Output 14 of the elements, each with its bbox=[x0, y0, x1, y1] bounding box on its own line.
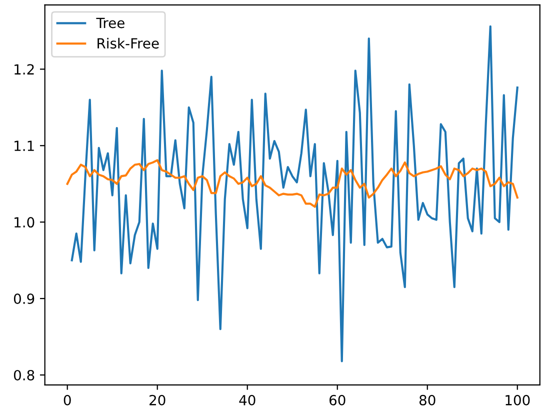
y-tick-label: 1.0 bbox=[14, 217, 34, 228]
y-tick-label: 1.2 bbox=[14, 64, 34, 74]
y-tick-label: 1.1 bbox=[14, 140, 34, 151]
x-tick-label: 0 bbox=[64, 394, 71, 406]
line-series bbox=[66, 159, 518, 208]
x-tick-label: 40 bbox=[239, 394, 256, 406]
legend-label: Tree bbox=[96, 18, 124, 28]
x-tick-label: 80 bbox=[419, 394, 436, 406]
x-tick-label: 20 bbox=[150, 394, 166, 406]
x-tick-label: 100 bbox=[506, 394, 530, 406]
y-tick-label: 0.9 bbox=[14, 293, 34, 304]
x-tick-label: 60 bbox=[330, 394, 346, 406]
legend-label: Risk-Free bbox=[98, 38, 159, 49]
y-tick-label: 0.8 bbox=[14, 370, 34, 380]
